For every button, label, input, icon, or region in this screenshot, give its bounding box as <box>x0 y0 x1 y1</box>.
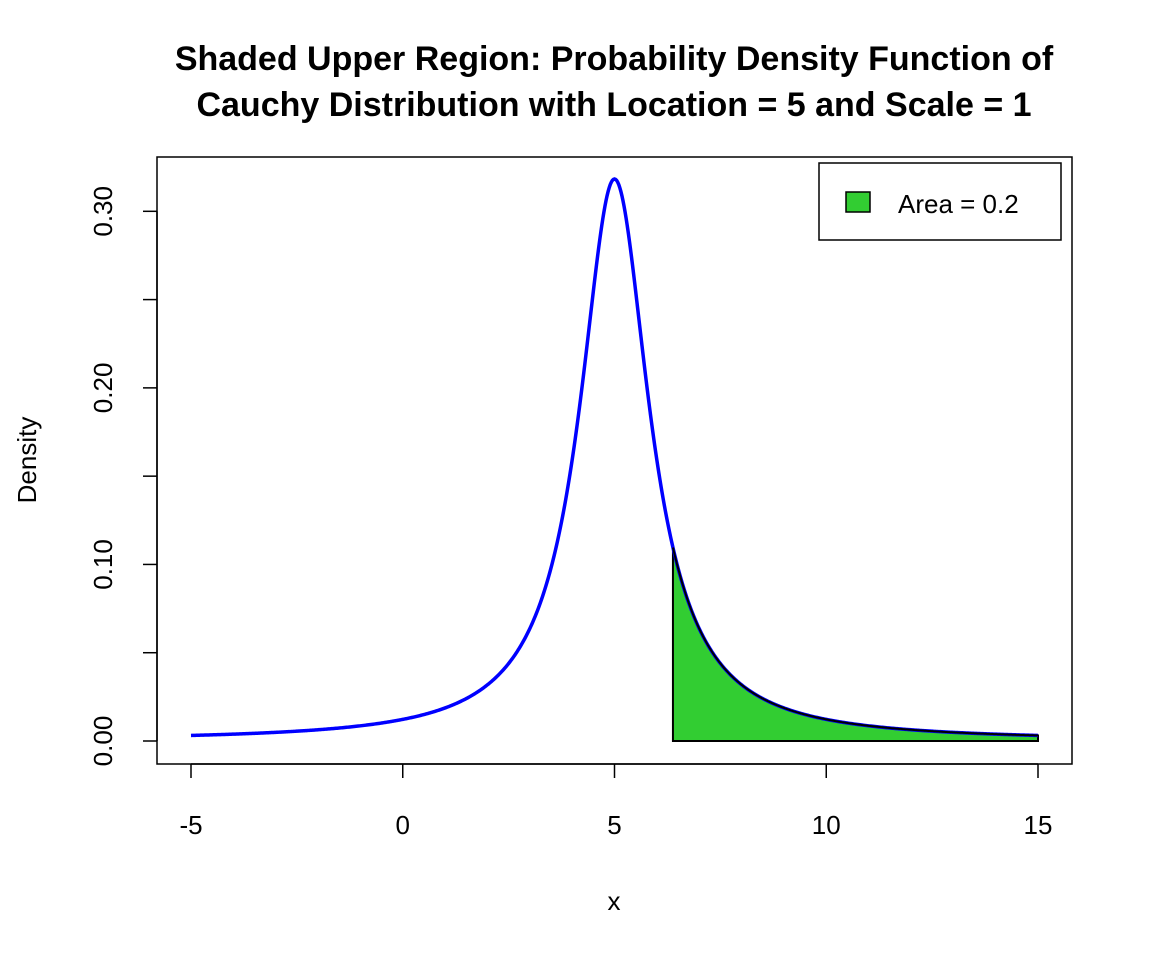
x-tick-label: 15 <box>1024 810 1053 840</box>
x-tick-label: 5 <box>607 810 621 840</box>
y-tick-label: 0.30 <box>88 186 118 237</box>
y-axis: 0.00 0.10 0.20 0.30 <box>88 186 158 767</box>
chart-title-line2: Cauchy Distribution with Location = 5 an… <box>196 86 1031 124</box>
y-tick-label: 0.00 <box>88 716 118 767</box>
shaded-area <box>671 547 1039 742</box>
x-tick-label: 0 <box>396 810 410 840</box>
legend-swatch <box>845 191 871 213</box>
x-axis: -5 0 5 10 15 <box>179 763 1053 840</box>
plot-frame <box>156 156 1073 765</box>
x-tick-label: 10 <box>812 810 841 840</box>
density-curve <box>190 177 1039 738</box>
density-curve-group <box>190 177 1039 738</box>
x-axis-label: x <box>608 886 621 916</box>
shaded-curve-outline <box>671 547 1039 737</box>
y-axis-label: Density <box>12 417 42 504</box>
y-tick-label: 0.20 <box>88 363 118 414</box>
chart-title-line1: Shaded Upper Region: Probability Density… <box>175 40 1054 78</box>
x-tick-label: -5 <box>179 810 202 840</box>
y-tick-label: 0.10 <box>88 539 118 590</box>
legend-label: Area = 0.2 <box>898 189 1019 219</box>
legend: Area = 0.2 <box>818 162 1062 241</box>
shaded-region-group <box>671 547 1039 742</box>
